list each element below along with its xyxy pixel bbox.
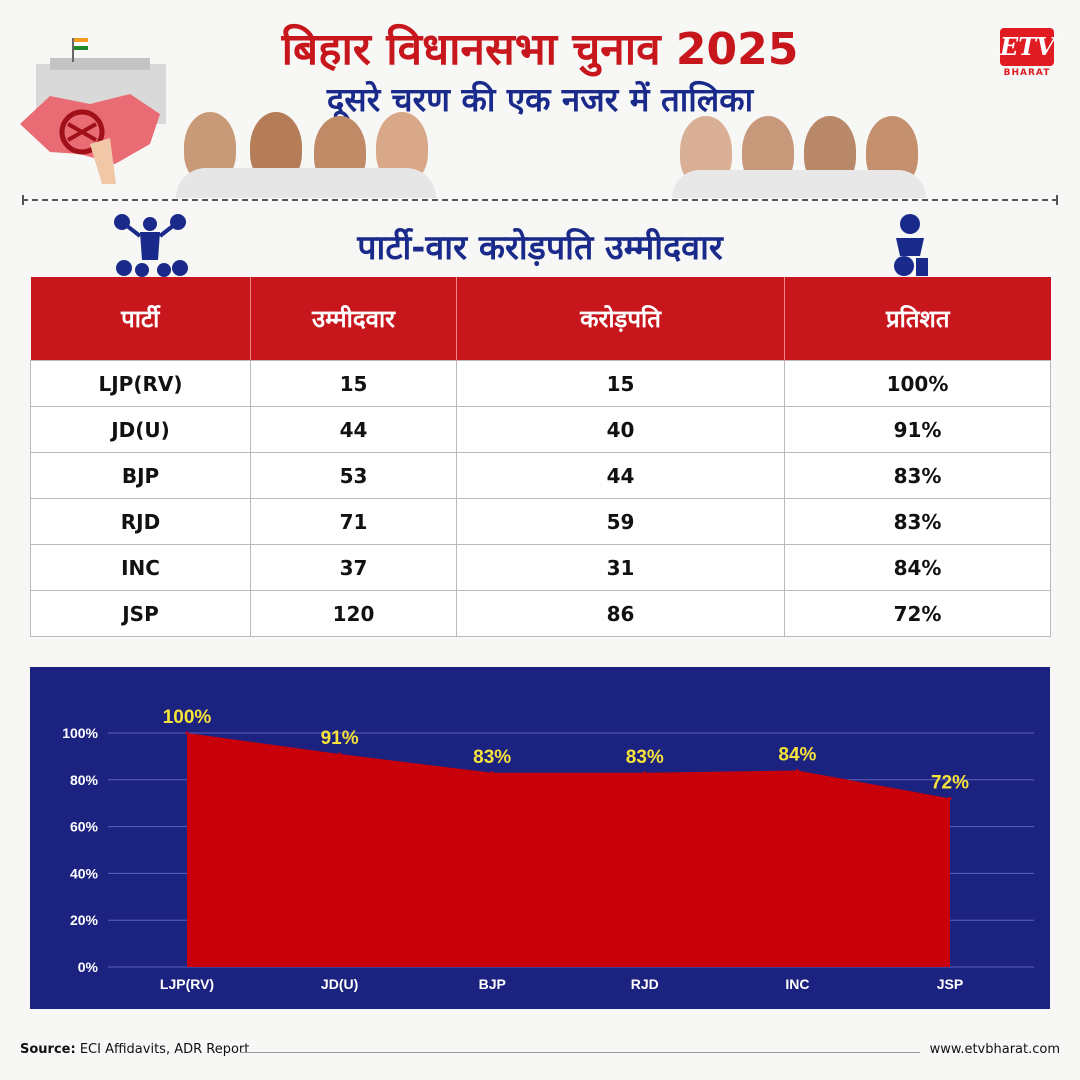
data-label: 91%	[321, 728, 359, 749]
cell-party: LJP(RV)	[30, 360, 251, 407]
money-bag-person-icon	[894, 214, 928, 276]
data-point	[643, 771, 647, 775]
source-text: ECI Affidavits, ADR Report	[79, 1042, 250, 1057]
data-label: 72%	[931, 773, 969, 794]
cell-percentage: 91%	[784, 406, 1051, 453]
data-point	[490, 771, 494, 775]
cell-party: JSP	[30, 590, 251, 637]
cell-percentage: 100%	[784, 360, 1051, 407]
cell-percentage: 84%	[784, 544, 1051, 591]
cell-candidates: 53	[250, 452, 457, 499]
column-header-millionaires: करोड़पति	[456, 277, 785, 361]
y-tick-label: 80%	[70, 772, 99, 788]
x-tick-label: BJP	[479, 976, 506, 992]
data-label: 83%	[626, 747, 664, 768]
data-point	[338, 752, 342, 756]
page-subtitle: दूसरे चरण की एक नजर में तालिका	[326, 80, 754, 119]
cell-party: INC	[30, 544, 251, 591]
data-point	[185, 731, 189, 735]
millionaire-candidates-table: पार्टी उम्मीदवार करोड़पति प्रतिशत LJP(RV…	[30, 277, 1051, 637]
data-label: 83%	[473, 747, 511, 768]
table-row: RJD 71 59 83%	[30, 498, 1051, 545]
area-series	[187, 733, 950, 967]
data-label: 100%	[163, 707, 212, 728]
page-title: बिहार विधानसभा चुनाव 2025	[281, 24, 799, 75]
portrait-shoulders	[176, 168, 436, 198]
cell-millionaires: 40	[456, 406, 785, 453]
x-tick-label: LJP(RV)	[160, 976, 214, 992]
data-label: 84%	[778, 744, 816, 765]
table-header-row: पार्टी उम्मीदवार करोड़पति प्रतिशत	[30, 277, 1051, 361]
footer-url: www.etvbharat.com	[929, 1042, 1060, 1057]
cell-candidates: 15	[250, 360, 457, 407]
data-point	[948, 797, 952, 801]
cell-candidates: 44	[250, 406, 457, 453]
logo-subtext: BHARAT	[1003, 68, 1051, 78]
cell-millionaires: 59	[456, 498, 785, 545]
cell-percentage: 83%	[784, 498, 1051, 545]
cell-party: RJD	[30, 498, 251, 545]
y-tick-label: 20%	[70, 912, 99, 928]
cell-millionaires: 86	[456, 590, 785, 637]
table-row: BJP 53 44 83%	[30, 452, 1051, 499]
table-row: LJP(RV) 15 15 100%	[30, 360, 1051, 407]
cell-millionaires: 31	[456, 544, 785, 591]
cell-party: JD(U)	[30, 406, 251, 453]
bihar-map-illustration	[20, 38, 166, 184]
y-tick-label: 60%	[70, 819, 99, 835]
header-divider	[22, 195, 1058, 205]
money-bags-icon	[114, 214, 188, 277]
logo-text: ETV	[1000, 32, 1055, 61]
cell-candidates: 37	[250, 544, 457, 591]
cell-millionaires: 44	[456, 452, 785, 499]
table-row: INC 37 31 84%	[30, 544, 1051, 591]
percentage-area-chart: 0% 20% 40% 60% 80% 100% 100% LJP(RV) 91% JD(U) 83%…	[30, 667, 1050, 1009]
y-tick-label: 100%	[62, 725, 98, 741]
x-tick-label: RJD	[631, 976, 659, 992]
data-point	[795, 768, 799, 772]
y-tick-label: 0%	[78, 959, 99, 975]
table-row: JSP 120 86 72%	[30, 590, 1051, 637]
column-header-candidates: उम्मीदवार	[250, 277, 457, 361]
cell-percentage: 72%	[784, 590, 1051, 637]
cell-candidates: 120	[250, 590, 457, 637]
footer-source: Source: ECI Affidavits, ADR Report	[20, 1042, 249, 1057]
footer-divider	[240, 1052, 920, 1053]
y-tick-label: 40%	[70, 865, 99, 881]
column-header-party: पार्टी	[30, 277, 251, 361]
x-tick-label: INC	[785, 976, 809, 992]
x-tick-label: JD(U)	[321, 976, 358, 992]
etv-bharat-logo: ETV BHARAT	[996, 28, 1060, 84]
source-label: Source:	[20, 1042, 76, 1057]
cell-percentage: 83%	[784, 452, 1051, 499]
x-tick-label: JSP	[937, 976, 963, 992]
table-row: JD(U) 44 40 91%	[30, 406, 1051, 453]
area-chart-svg: 0% 20% 40% 60% 80% 100% 100% LJP(RV) 91% JD(U) 83%…	[62, 707, 1034, 992]
portrait-shoulders	[672, 170, 926, 198]
section-title: पार्टी-वार करोड़पति उम्मीदवार	[357, 228, 723, 268]
column-header-percentage: प्रतिशत	[784, 277, 1051, 361]
cell-candidates: 71	[250, 498, 457, 545]
cell-party: BJP	[30, 452, 251, 499]
cell-millionaires: 15	[456, 360, 785, 407]
